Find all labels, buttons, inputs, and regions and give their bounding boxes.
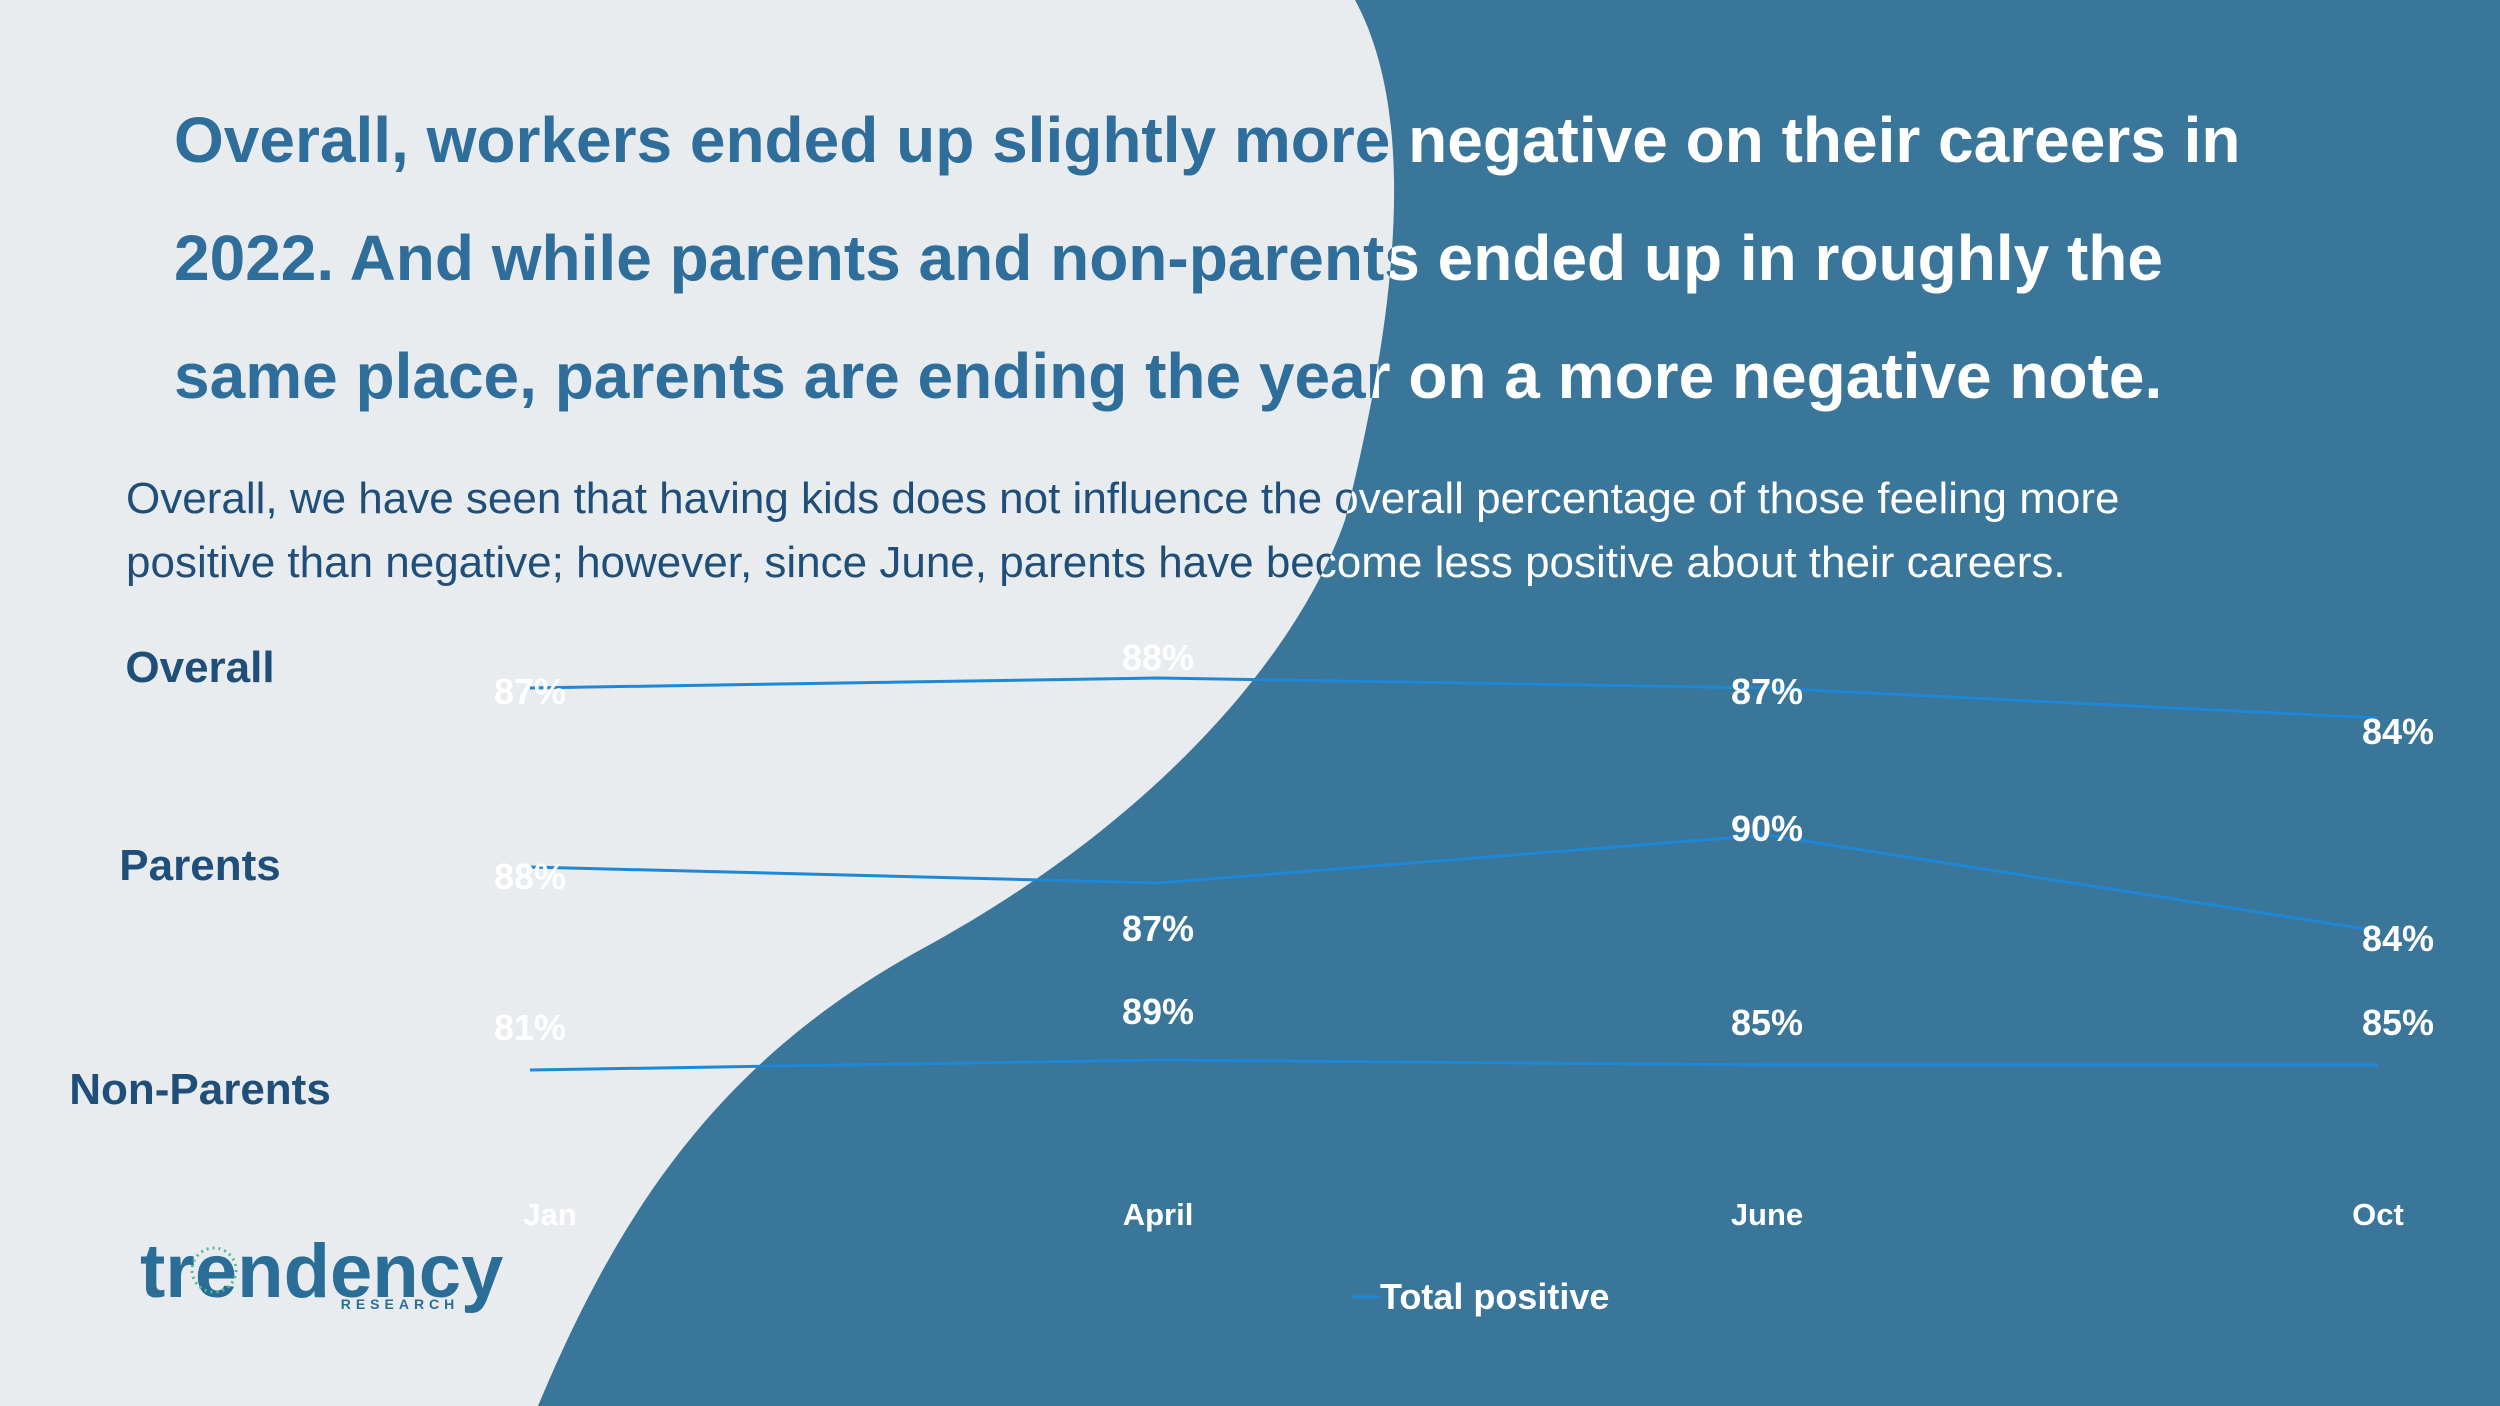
series-line-overall [529, 676, 2379, 720]
data-label: 81% [494, 1007, 566, 1048]
row-label-non-parents: Non-Parents [69, 1065, 331, 1114]
data-label: 84% [2362, 918, 2434, 959]
subtitle-line-1: Overall, we have seen that having kids d… [126, 474, 2119, 523]
series-line-parents [529, 833, 2379, 933]
row-labels: Overall Parents Non-Parents [69, 643, 331, 1114]
row-label-overall: Overall [125, 643, 274, 692]
dark-wave-background [538, 0, 2500, 1406]
data-label: 90% [1731, 808, 1803, 849]
headline-line-3: same place, parents are ending the year … [174, 340, 2162, 412]
series-line-non-parents [529, 1058, 2378, 1072]
x-tick-label: April [1123, 1197, 1194, 1232]
data-label: 87% [494, 671, 566, 712]
logo-dot-icon [190, 1246, 238, 1294]
data-label: 89% [1122, 991, 1194, 1032]
x-tick-label: Jan [523, 1197, 576, 1232]
subtitle: Overall, we have seen that having kids d… [126, 474, 2119, 587]
data-label: 85% [2362, 1002, 2434, 1043]
chart-series: 87% 88% 87% 84% 88% 87% 90% 84% 81% 89% 85% 85% [494, 637, 2434, 1072]
logo: trendency RESEARCH [140, 1229, 503, 1314]
x-axis-ticks: Jan April June Oct [523, 1197, 2404, 1232]
headline-line-1: Overall, workers ended up slightly more … [174, 104, 2240, 176]
logo-wordmark: trendency [140, 1229, 503, 1314]
legend-label: Total positive [1380, 1276, 1609, 1317]
data-label: 85% [1731, 1002, 1803, 1043]
data-label: 87% [1122, 908, 1194, 949]
x-tick-label: June [1731, 1197, 1803, 1232]
row-label-parents: Parents [119, 841, 280, 890]
legend: Total positive [1352, 1276, 1609, 1317]
logo-tagline: RESEARCH [341, 1296, 460, 1312]
headline-line-2: 2022. And while parents and non-parents … [174, 222, 2163, 294]
headline: Overall, workers ended up slightly more … [174, 104, 2240, 412]
data-label: 84% [2362, 711, 2434, 752]
data-label: 88% [1122, 637, 1194, 678]
data-label: 88% [494, 856, 566, 897]
data-label: 87% [1731, 671, 1803, 712]
x-tick-label: Oct [2352, 1197, 2404, 1232]
subtitle-line-2: positive than negative; however, since J… [126, 538, 2066, 587]
